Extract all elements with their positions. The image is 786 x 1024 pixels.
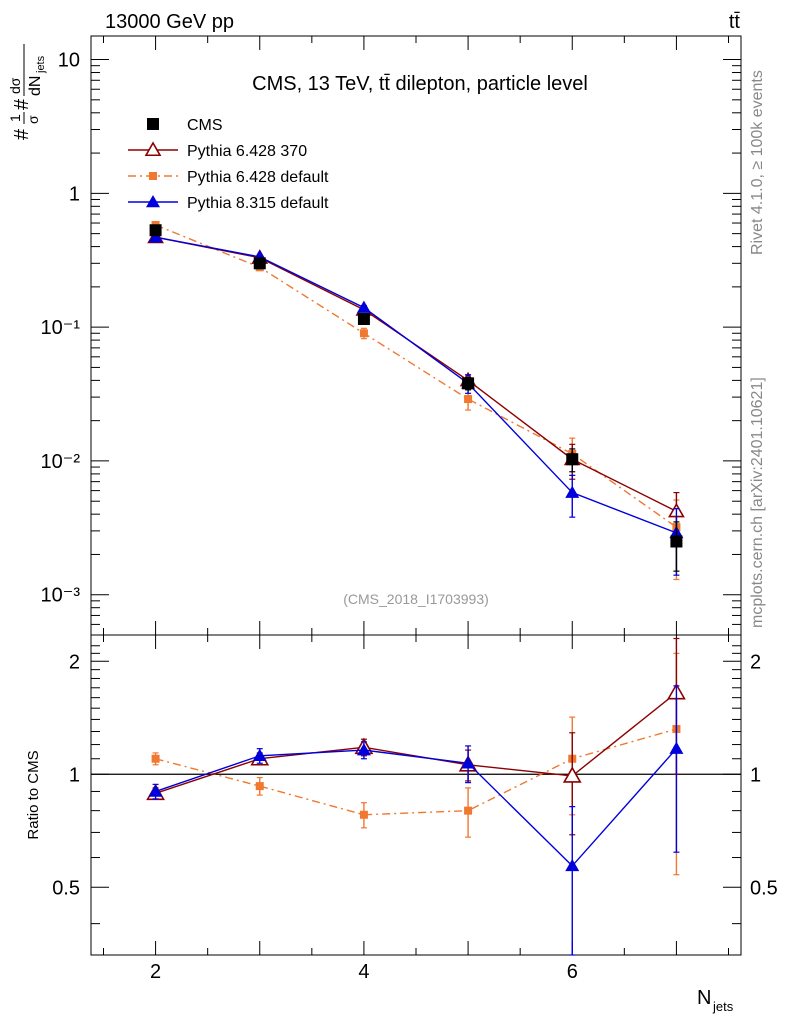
data-point-data	[357, 313, 370, 326]
svg-text:jets: jets	[712, 999, 734, 1014]
ratio-point-py6_default	[255, 782, 264, 791]
ratio-point-py8_default	[669, 741, 684, 754]
ratio-point-py6_default	[359, 810, 368, 819]
data-point-py8_default	[148, 230, 163, 243]
ratio-tick-label-right: 2	[750, 651, 761, 673]
chart-title: CMS, 13 TeV, tt̄ dilepton, particle leve…	[252, 73, 588, 95]
svg-text:dσ: dσ	[7, 77, 23, 94]
series-layer	[146, 221, 686, 956]
x-tick-label: 4	[358, 961, 369, 983]
data-point-data	[149, 224, 162, 237]
series-py6_default	[151, 221, 681, 876]
data-point-py8_default	[565, 485, 580, 498]
y-tick-label: 10	[58, 50, 80, 72]
series-line-py8_default	[155, 236, 677, 534]
svg-text:1: 1	[7, 114, 23, 122]
data-point-py6_default	[359, 329, 368, 338]
ratio-tick-label-left: 2	[69, 651, 80, 673]
legend-marker	[147, 118, 159, 130]
legend-label: Pythia 6.428 370	[187, 143, 307, 160]
svg-text:σ: σ	[25, 115, 41, 124]
data-point-data	[566, 453, 579, 466]
svg-text:jets: jets	[35, 55, 47, 74]
ratio-frame	[90, 634, 742, 956]
ratio-tick-label-right: 1	[750, 764, 761, 786]
series-data	[149, 224, 683, 572]
series-py6_370	[146, 228, 686, 836]
data-point-py8_default	[356, 300, 371, 313]
x-tick-label: 2	[150, 961, 161, 983]
series-line-py6_default	[155, 224, 677, 528]
legend-label: Pythia 8.315 default	[187, 195, 329, 212]
x-tick-label: 6	[567, 961, 578, 983]
y-tick-label: 1	[69, 183, 80, 205]
data-point-data	[670, 535, 683, 548]
ratio-point-py8_default	[461, 756, 476, 769]
legend-item-py8_default: Pythia 8.315 default	[128, 195, 329, 212]
data-point-py6_default	[464, 395, 473, 404]
svg-text:N: N	[697, 987, 711, 1009]
svg-text:dN: dN	[27, 76, 44, 96]
legend-item-py6_default: Pythia 6.428 default	[128, 169, 329, 186]
legend-label: Pythia 6.428 default	[187, 169, 329, 186]
svg-text:#: #	[11, 128, 33, 140]
series-line-py6_370	[155, 236, 677, 512]
axes-layer: 2 4 6 10 1 10⁻¹ 10⁻² 10⁻³ 2 2 1 1 0.5 0.5	[41, 36, 778, 983]
ratio-point-py8_default	[252, 748, 267, 762]
svg-text:#: #	[11, 98, 33, 110]
y-tick-label: 10⁻²	[41, 451, 81, 473]
x-axis-title: N jets	[697, 987, 734, 1014]
ratio-tick-label-left: 1	[69, 764, 80, 786]
ratio-point-py6_370	[562, 766, 582, 783]
side-rivet-label: Rivet 4.1.0, ≥ 100k events	[749, 70, 766, 255]
side-mcplots-label: mcplots.cern.ch [arXiv:2401.10621]	[749, 377, 766, 628]
legend-item-data: CMS	[147, 117, 223, 134]
legend-marker	[149, 172, 157, 180]
ratio-line-py6_default	[155, 728, 677, 816]
ratio-point-py8_default	[565, 858, 580, 872]
legend-item-py6_370: Pythia 6.428 370	[128, 141, 307, 160]
data-point-data	[253, 257, 266, 270]
ratio-point-py6_default	[151, 754, 160, 763]
ratio-point-py8_default	[356, 743, 371, 756]
ratio-point-py8_default	[148, 784, 163, 797]
y-axis-title: # 1 σ # dσ dN jets	[7, 44, 47, 140]
header-process: tt̄	[729, 11, 741, 33]
y-tick-label: 10⁻¹	[41, 317, 81, 339]
y-tick-label: 10⁻³	[41, 585, 81, 607]
legend-marker	[144, 141, 162, 157]
data-point-data	[462, 377, 475, 390]
legend: CMS Pythia 6.428 370 Pythia 6.428 default P…	[128, 117, 329, 212]
ratio-line-py6_370	[155, 692, 677, 794]
ratio-line-py8_default	[155, 748, 677, 867]
legend-marker	[146, 195, 160, 208]
ratio-tick-label-right: 0.5	[750, 877, 778, 899]
ratio-y-title: Ratio to CMS	[25, 750, 42, 839]
analysis-tag: (CMS_2018_I1703993)	[343, 591, 489, 607]
header-energy: 13000 GeV pp	[105, 11, 234, 33]
ratio-tick-label-left: 0.5	[52, 877, 80, 899]
ratio-point-py6_default	[464, 806, 473, 815]
legend-label: CMS	[187, 117, 223, 134]
